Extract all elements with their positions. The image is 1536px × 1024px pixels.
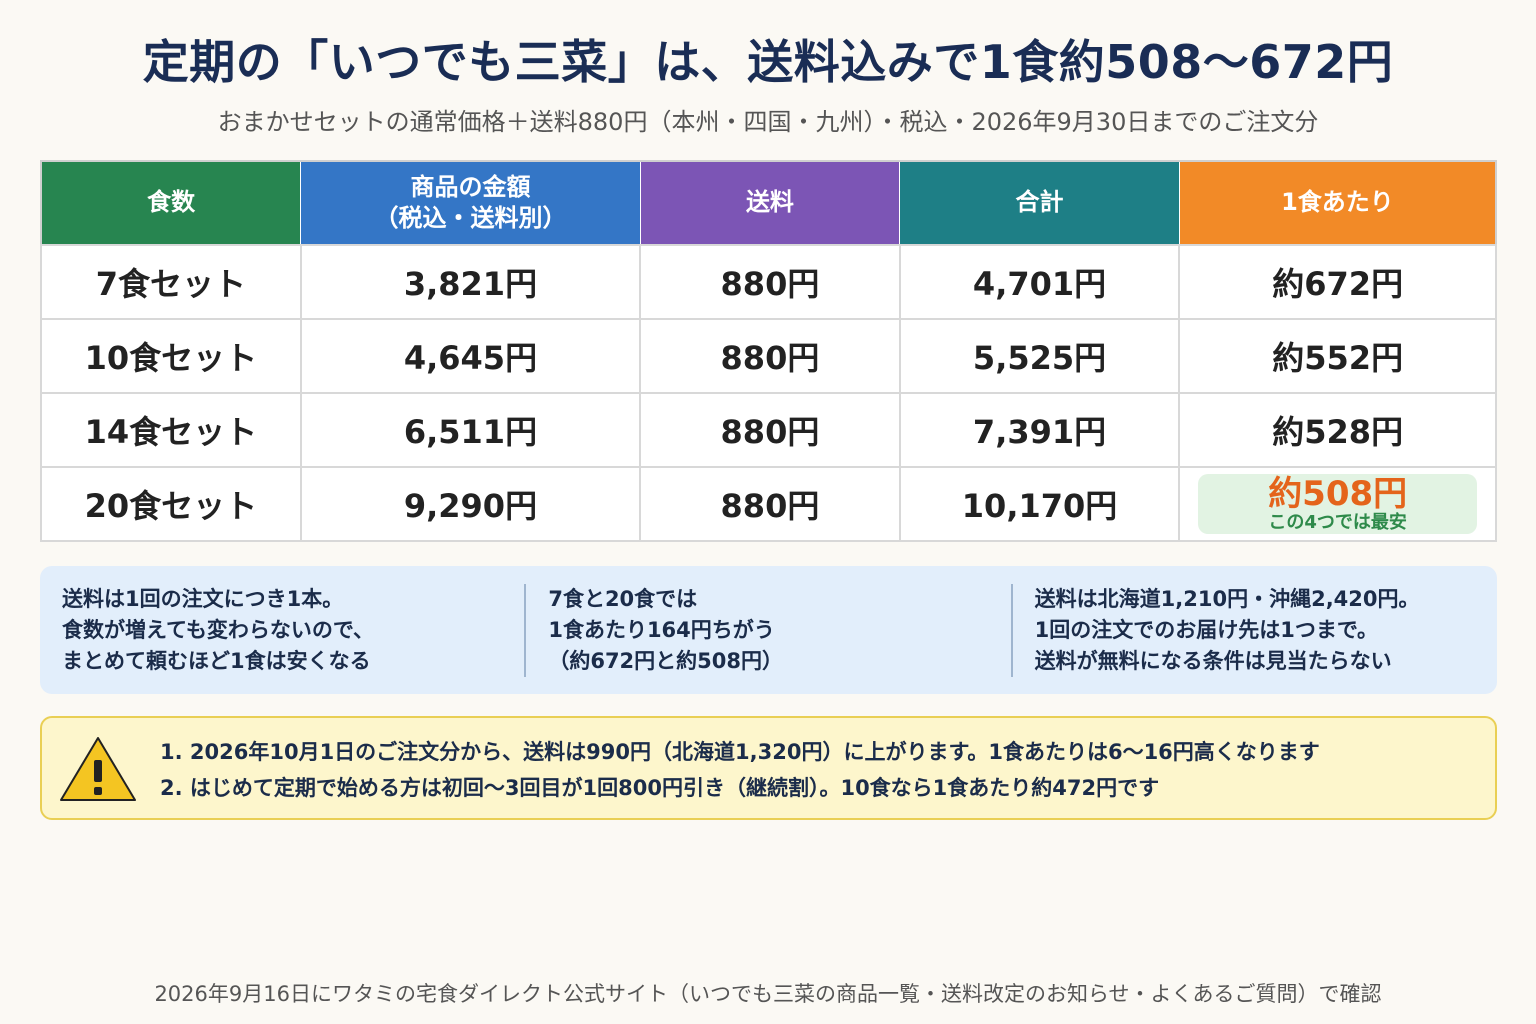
table-row: 20食セット 9,290円 880円 10,170円 約508円 この4つでは最… [40,466,1497,542]
warning-item: 1. 2026年10月1日のご注文分から、送料は990円（北海道1,320円）に… [160,740,1320,764]
header-shipping: 送料 [639,160,901,246]
cell-per-meal: 約528円 [1178,392,1497,468]
note-line: 1食あたり164円ちがう [548,617,775,642]
note-line: 食数が増えても変わらないので、 [62,617,375,642]
header-product-price: 商品の金額 （税込・送料別） [300,160,641,246]
header-total: 合計 [899,160,1180,246]
page-title: 定期の「いつでも三菜」は、送料込みで1食約508〜672円 [142,35,1394,89]
cell-price: 4,645円 [299,318,642,394]
header-line: 商品の金額 [410,172,531,201]
cell-total: 7,391円 [898,392,1181,468]
cell-set: 20食セット [40,466,302,542]
price-table: 食数 商品の金額 （税込・送料別） 送料 合計 1食あたり 7食セット 3,821… [40,160,1497,542]
warning-list: 1. 2026年10月1日のご注文分から、送料は990円（北海道1,320円）に… [160,734,1320,806]
cell-set: 7食セット [40,244,302,320]
note-line: 送料が無料になる条件は見当たらない [1034,648,1392,673]
note-line: まとめて頼むほど1食は安くなる [62,648,371,673]
note-line: 7食と20食では [548,586,698,611]
header-meal-count: 食数 [40,160,302,246]
cell-total: 4,701円 [898,244,1181,320]
note-line: 送料は1回の注文につき1本。 [62,586,344,611]
cell-price: 6,511円 [299,392,642,468]
best-value-badge: 約508円 この4つでは最安 [1198,474,1477,534]
best-per-meal-value: 約508円 [1268,473,1408,514]
warning-box: 1. 2026年10月1日のご注文分から、送料は990円（北海道1,320円）に… [40,716,1497,820]
note-line: 送料は北海道1,210円・沖縄2,420円。 [1034,586,1420,611]
note-regional-shipping: 送料は北海道1,210円・沖縄2,420円。 1回の注文でのお届け先は1つまで。… [1010,583,1497,677]
table-header-row: 食数 商品の金額 （税込・送料別） 送料 合計 1食あたり [40,160,1497,246]
warning-item: 2. はじめて定期で始める方は初回〜3回目が1回800円引き（継続割）。10食な… [160,776,1160,800]
best-value-note: この4つでは最安 [1268,511,1407,533]
table-row: 7食セット 3,821円 880円 4,701円 約672円 [40,244,1497,320]
cell-shipping: 880円 [639,466,901,542]
cell-set: 10食セット [40,318,302,394]
note-line: （約672円と約508円） [548,648,783,673]
cell-per-meal: 約672円 [1178,244,1497,320]
cell-shipping: 880円 [639,244,901,320]
note-line: 1回の注文でのお届け先は1つまで。 [1034,617,1379,642]
cell-price: 3,821円 [299,244,642,320]
cell-per-meal-best: 約508円 この4つでは最安 [1178,466,1497,542]
warning-icon [60,737,136,801]
cell-price: 9,290円 [299,466,642,542]
source-footer: 2026年9月16日にワタミの宅食ダイレクト公式サイト（いつでも三菜の商品一覧・… [154,982,1382,1006]
page-subtitle: おまかせセットの通常価格＋送料880円（本州・四国・九州）・税込・2026年9月… [217,108,1319,136]
info-notes-panel: 送料は1回の注文につき1本。 食数が増えても変わらないので、 まとめて頼むほど1… [40,566,1497,694]
cell-per-meal: 約552円 [1178,318,1497,394]
header-line: （税込・送料別） [374,204,567,232]
header-per-meal: 1食あたり [1178,160,1497,246]
note-shipping-per-order: 送料は1回の注文につき1本。 食数が増えても変わらないので、 まとめて頼むほど1… [40,584,524,677]
cell-total: 5,525円 [898,318,1181,394]
table-row: 14食セット 6,511円 880円 7,391円 約528円 [40,392,1497,468]
table-row: 10食セット 4,645円 880円 5,525円 約552円 [40,318,1497,394]
note-price-difference: 7食と20食では 1食あたり164円ちがう （約672円と約508円） [524,583,1010,677]
cell-shipping: 880円 [639,392,901,468]
cell-shipping: 880円 [639,318,901,394]
cell-total: 10,170円 [898,466,1181,542]
cell-set: 14食セット [40,392,302,468]
